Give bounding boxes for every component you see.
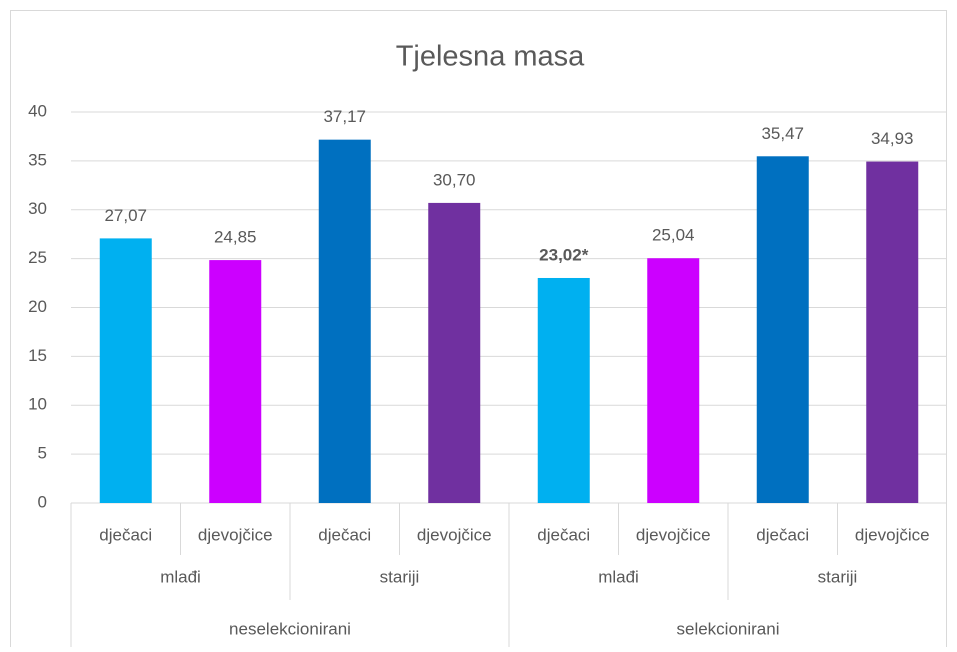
x-tick-label: djevojčice	[417, 525, 492, 544]
bar	[318, 139, 371, 503]
x-tick-label: djevojčice	[855, 525, 930, 544]
chart-title: Tjelesna masa	[396, 41, 585, 73]
y-tick-label: 0	[38, 492, 47, 511]
value-label: 34,93	[871, 129, 914, 148]
bar	[647, 258, 700, 503]
bar	[209, 260, 262, 503]
y-tick-label: 10	[28, 395, 47, 414]
value-label: 27,07	[104, 206, 147, 225]
x-tick-label: djevojčice	[198, 525, 273, 544]
x-tick-label: dječaci	[537, 525, 590, 544]
x-tick-label: dječaci	[756, 525, 809, 544]
y-tick-label: 20	[28, 297, 47, 316]
bar	[428, 202, 481, 503]
x-tick-label: dječaci	[318, 525, 371, 544]
y-tick-label: 35	[28, 150, 47, 169]
bar	[756, 156, 809, 503]
value-label: 24,85	[214, 228, 257, 247]
value-label: 25,04	[652, 226, 695, 245]
bar	[537, 277, 590, 503]
value-label: 37,17	[323, 107, 366, 126]
bar	[99, 238, 152, 503]
group-label: mlađi	[160, 567, 201, 586]
y-tick-label: 40	[28, 101, 47, 120]
y-tick-label: 30	[28, 199, 47, 218]
y-tick-label: 25	[28, 248, 47, 267]
x-tick-label: dječaci	[99, 525, 152, 544]
group-label: neselekcionirani	[229, 619, 351, 638]
value-label: 30,70	[433, 170, 476, 189]
value-label: 23,02*	[539, 245, 589, 264]
group-label: selekcionirani	[677, 619, 780, 638]
y-tick-label: 5	[38, 444, 47, 463]
group-label: stariji	[380, 567, 420, 586]
group-label: mlađi	[598, 567, 639, 586]
y-tick-label: 15	[28, 346, 47, 365]
x-tick-label: djevojčice	[636, 525, 711, 544]
value-label: 35,47	[761, 124, 804, 143]
bar	[866, 161, 919, 503]
group-label: stariji	[818, 567, 858, 586]
